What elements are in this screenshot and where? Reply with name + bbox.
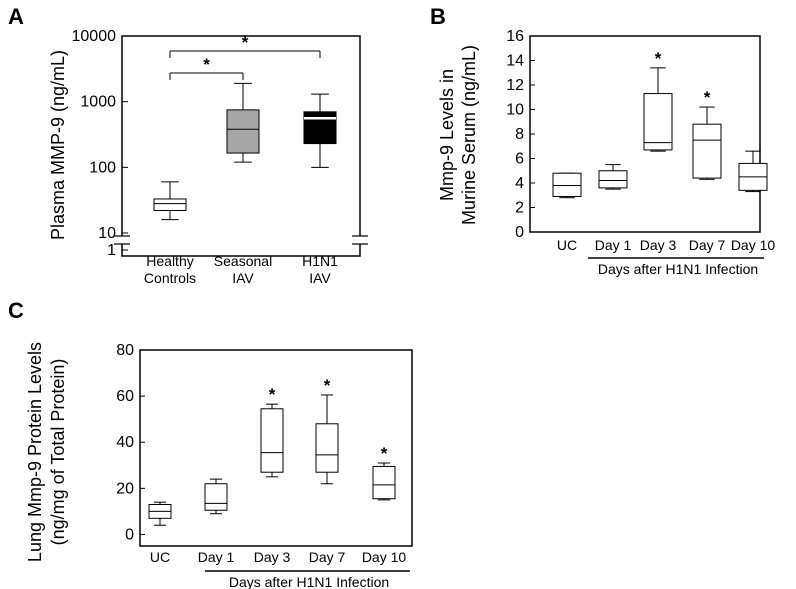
- panel-a-sig-star-0: *: [203, 55, 210, 74]
- panel-c-xlabel-1: Day 1: [198, 549, 235, 565]
- panel-b-ytick-label-2: 4: [515, 175, 524, 192]
- panel-c-xlabel-3: Day 7: [309, 549, 346, 565]
- panel-c-box-3: [315, 423, 339, 473]
- panel-c-ylabel-line1: Lung Mmp-9 Protein Levels: [25, 342, 45, 562]
- panel-b-box-2: [643, 93, 673, 151]
- panel-b-xlabel-4: Day 10: [731, 237, 776, 253]
- panel-b-xlabel-3: Day 7: [689, 237, 726, 253]
- panel-a-ytick-label-1: 10: [98, 225, 116, 242]
- panel-b-ylabel-line1: Mmp-9 Levels in: [437, 69, 457, 201]
- panel-b-ytick-label-8: 16: [506, 28, 524, 45]
- panel-a-xlabel-2-line2: IAV: [309, 270, 331, 286]
- panel-a-plot-frame: [121, 35, 361, 257]
- panel-c-xlabel-0: UC: [150, 549, 170, 565]
- panel-c-ytick-label-0: 0: [125, 526, 134, 543]
- panel-a-axis-break-gap-1: [352, 236, 368, 244]
- panel-b-ylabel-line2: Murine Serum (ng/mL): [459, 45, 479, 225]
- panel-b-xlabel-0: UC: [557, 237, 577, 253]
- panel-a-box-0: [153, 198, 187, 212]
- panel-letter-b: B: [430, 4, 446, 29]
- panel-c-box-2: [260, 408, 284, 473]
- panel-b-xlabel-1: Day 1: [595, 237, 632, 253]
- panel-b-group-label: Days after H1N1 Infection: [598, 261, 758, 277]
- panel-a-xlabel-1-line1: Seasonal: [214, 253, 272, 269]
- panel-a-ytick-label-3: 1000: [80, 94, 116, 111]
- panel-c-ytick-label-1: 20: [116, 480, 134, 497]
- panel-b-ytick-label-4: 8: [515, 126, 524, 143]
- panel-c-sig-star-3: *: [324, 376, 331, 395]
- panel-a-box-2: [303, 111, 337, 145]
- panel-b-box-3: [692, 123, 722, 179]
- panel-a-xlabel-0-line1: Healthy: [146, 253, 193, 269]
- panel-c-ylabel-line2: (ng/mg of Total Protein): [48, 359, 68, 546]
- panel-c-sig-star-4: *: [381, 444, 388, 463]
- panel-b-ytick-label-1: 2: [515, 200, 524, 217]
- panel-a-ytick-label-4: 10000: [72, 28, 117, 45]
- panel-a-axis-break-gap-0: [114, 236, 130, 244]
- panel-b-xlabel-2: Day 3: [640, 237, 677, 253]
- panel-c-ytick-label-3: 60: [116, 388, 134, 405]
- panel-c-group-label: Days after H1N1 Infection: [229, 574, 389, 589]
- panel-c-xlabel-4: Day 10: [362, 549, 407, 565]
- panel-a-sig-star-1: *: [242, 33, 249, 52]
- panel-b-box-0: [552, 172, 582, 197]
- panel-a-ytick-label-0: 1: [107, 242, 116, 259]
- panel-c-ytick-label-2: 40: [116, 434, 134, 451]
- panel-a-xlabel-1-line2: IAV: [232, 270, 254, 286]
- panel-c-xlabel-2: Day 3: [254, 549, 291, 565]
- panel-c-sig-star-2: *: [269, 385, 276, 404]
- panel-b-ytick-label-0: 0: [515, 224, 524, 241]
- panel-a-ytick-label-2: 100: [89, 159, 116, 176]
- panel-b-ytick-label-6: 12: [506, 77, 524, 94]
- panel-b-ytick-label-3: 6: [515, 151, 524, 168]
- panel-a-ylabel: Plasma MMP-9 (ng/mL): [48, 50, 68, 240]
- panel-c-plot-frame: [139, 349, 413, 547]
- panel-b-sig-star-2: *: [655, 49, 662, 68]
- panel-b-box-1: [598, 170, 628, 189]
- panel-a-box-1: [226, 109, 260, 154]
- panel-letter-a: A: [8, 4, 24, 29]
- panel-a-xlabel-2-line1: H1N1: [302, 253, 338, 269]
- panel-c-box-4: [372, 465, 396, 500]
- panel-b-ytick-label-7: 14: [506, 53, 524, 70]
- panel-c-ytick-label-4: 80: [116, 342, 134, 359]
- panel-b-sig-star-3: *: [704, 88, 711, 107]
- panel-c-box-1: [204, 483, 228, 511]
- panel-letter-c: C: [8, 298, 24, 323]
- panel-a-xlabel-0-line2: Controls: [144, 270, 196, 286]
- panel-b-ytick-label-5: 10: [506, 102, 524, 119]
